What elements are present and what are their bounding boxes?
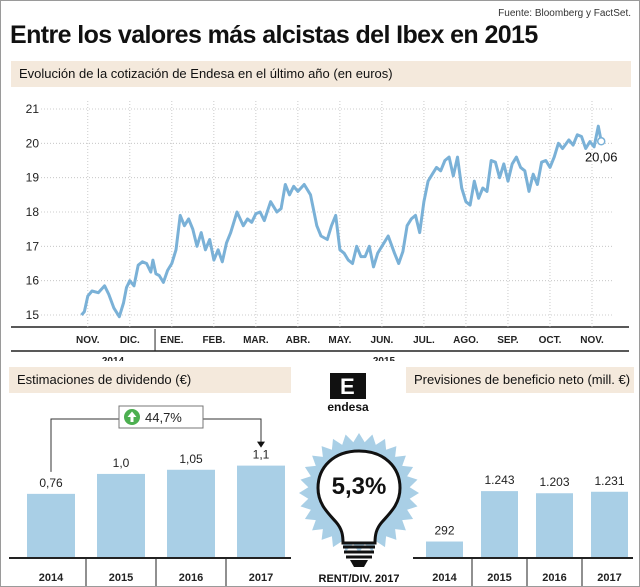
profit-value-label: 1.231 bbox=[594, 474, 624, 488]
endesa-logo-letter: E bbox=[340, 374, 355, 399]
profit-category-label: 2017 bbox=[597, 572, 621, 584]
endesa-logo: E endesa bbox=[327, 373, 369, 414]
line-chart: 15 16 17 18 19 20 21 NOV. DIC. ENE. FEB. MAR. ABR. MA… bbox=[11, 101, 629, 361]
profit-chart-subtitle: Previsiones de beneficio neto (mill. €) bbox=[406, 367, 634, 393]
x-tick-label: JUL. bbox=[413, 335, 435, 346]
x-tick-label: ENE. bbox=[160, 335, 184, 346]
price-series-line bbox=[80, 124, 603, 319]
y-tick-label: 19 bbox=[26, 171, 40, 185]
yield-badge: E endesa 5,3% RENT/DIV. 2017 bbox=[299, 373, 419, 585]
profit-bar bbox=[591, 491, 628, 557]
lightbulb-icon bbox=[316, 449, 402, 567]
dividend-bar bbox=[97, 473, 145, 557]
y-tick-label: 17 bbox=[26, 239, 40, 253]
growth-box bbox=[118, 405, 204, 429]
dividend-chart: 0,76 2014 1,0 2015 1,05 2016 1,1 2017 44,7% bbox=[9, 405, 291, 586]
endesa-logo-mark bbox=[330, 373, 366, 399]
x-tick-label: FEB. bbox=[202, 335, 225, 346]
endesa-logo-text: endesa bbox=[327, 400, 369, 414]
main-title: Entre los valores más alcistas del Ibex … bbox=[10, 21, 538, 49]
growth-label: 44,7% bbox=[145, 410, 182, 425]
growth-arrowhead bbox=[257, 441, 265, 448]
x-tick-label: ABR. bbox=[286, 335, 311, 346]
profit-bar bbox=[481, 491, 518, 557]
year-label: 2014 bbox=[102, 356, 125, 361]
x-tick-label: MAY. bbox=[328, 335, 351, 346]
x-tick-label: JUN. bbox=[371, 335, 394, 346]
year-label: 2015 bbox=[373, 356, 396, 361]
profit-chart: 292 2014 1.243 2015 1.203 2016 1.231 2017 bbox=[413, 473, 633, 586]
y-tick-label: 20 bbox=[26, 136, 40, 150]
yield-caption: RENT/DIV. 2017 bbox=[319, 573, 400, 585]
dividend-chart-subtitle: Estimaciones de dividendo (€) bbox=[9, 367, 291, 393]
dividend-bar bbox=[27, 493, 75, 557]
x-tick-label: OCT. bbox=[539, 335, 562, 346]
dividend-bar bbox=[167, 469, 215, 557]
dividend-category-label: 2014 bbox=[39, 572, 64, 584]
dividend-bar bbox=[237, 465, 285, 557]
dividend-value-label: 1,0 bbox=[113, 456, 130, 470]
profit-value-label: 292 bbox=[434, 524, 454, 538]
last-value-label: 20,06 bbox=[585, 149, 618, 164]
last-point-marker bbox=[596, 137, 606, 146]
x-tick-label: NOV. bbox=[76, 335, 100, 346]
line-chart-subtitle: Evolución de la cotización de Endesa en … bbox=[11, 61, 631, 87]
profit-category-label: 2016 bbox=[542, 572, 566, 584]
x-tick-label: DIC. bbox=[120, 335, 140, 346]
dividend-value-label: 0,76 bbox=[39, 476, 63, 490]
dividend-category-label: 2017 bbox=[249, 572, 273, 584]
y-tick-label: 16 bbox=[26, 274, 40, 288]
dividend-category-label: 2015 bbox=[109, 572, 133, 584]
source-note: Fuente: Bloomberg y FactSet. bbox=[498, 8, 631, 19]
profit-bar bbox=[536, 493, 573, 557]
x-tick-label: NOV. bbox=[580, 335, 604, 346]
profit-bar bbox=[426, 541, 463, 557]
profit-category-label: 2015 bbox=[487, 572, 511, 584]
yield-value: 5,3% bbox=[332, 473, 387, 500]
profit-value-label: 1.243 bbox=[484, 473, 514, 487]
y-tick-label: 18 bbox=[26, 205, 40, 219]
x-tick-label: MAR. bbox=[243, 335, 269, 346]
dividend-value-label: 1,1 bbox=[253, 448, 270, 462]
profit-category-label: 2014 bbox=[432, 572, 457, 584]
x-tick-label: AGO. bbox=[453, 335, 479, 346]
y-tick-label: 15 bbox=[26, 308, 40, 322]
dividend-category-label: 2016 bbox=[179, 572, 203, 584]
profit-value-label: 1.203 bbox=[539, 475, 569, 489]
dividend-value-label: 1,05 bbox=[179, 452, 203, 466]
x-tick-label: SEP. bbox=[497, 335, 519, 346]
arrow-up-icon bbox=[124, 409, 140, 425]
y-tick-label: 21 bbox=[26, 102, 40, 116]
